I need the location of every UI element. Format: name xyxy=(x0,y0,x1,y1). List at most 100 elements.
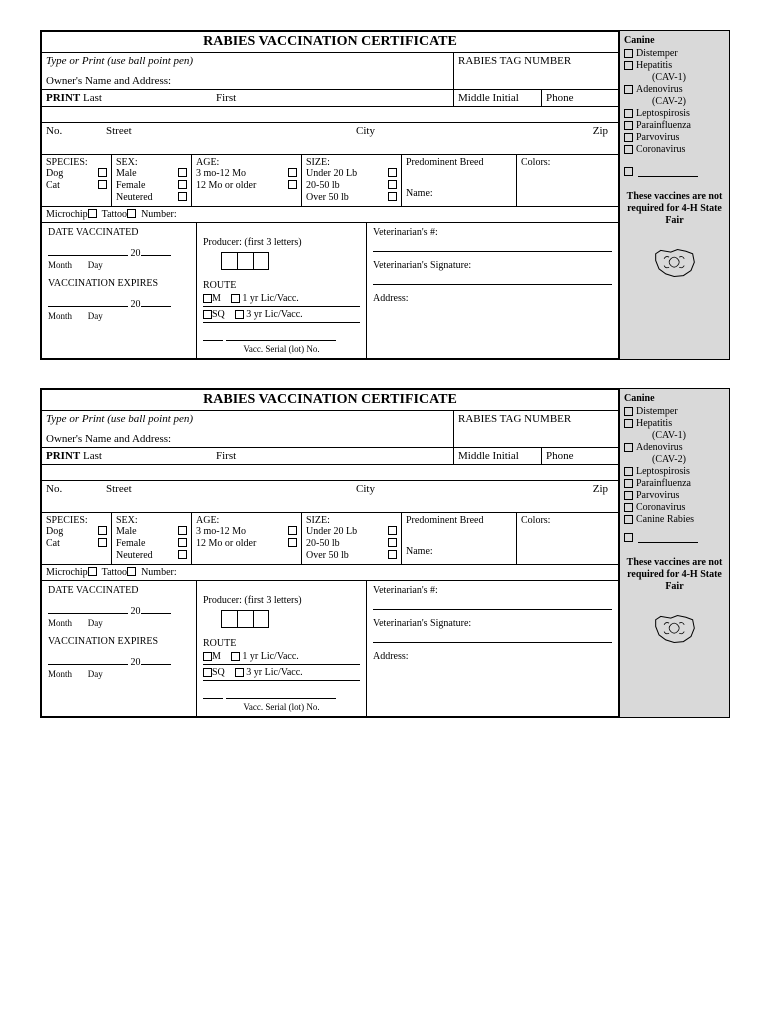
vacc-expires-label: VACCINATION EXPIRES xyxy=(48,278,190,289)
expires-input[interactable] xyxy=(48,306,128,307)
lepto-checkbox-2[interactable] xyxy=(624,467,633,476)
vet-num-input-2[interactable] xyxy=(373,596,612,610)
tattoo-label: Tattoo xyxy=(102,209,127,220)
age2-checkbox[interactable] xyxy=(288,180,297,189)
size1-checkbox-2[interactable] xyxy=(388,526,397,535)
expires-year-input-2[interactable] xyxy=(141,664,171,665)
dog-checkbox[interactable] xyxy=(98,168,107,177)
size2-checkbox[interactable] xyxy=(388,180,397,189)
serial-label: Vacc. Serial (lot) No. xyxy=(203,344,360,354)
vet-num-input[interactable] xyxy=(373,238,612,252)
cat-checkbox-2[interactable] xyxy=(98,538,107,547)
distemper-checkbox[interactable] xyxy=(624,49,633,58)
vet-sig-input-2[interactable] xyxy=(373,629,612,643)
cat-checkbox[interactable] xyxy=(98,180,107,189)
other-checkbox-2[interactable] xyxy=(624,533,633,542)
route-sq-checkbox[interactable] xyxy=(203,310,212,319)
hepatitis-checkbox[interactable] xyxy=(624,61,633,70)
name-input-row[interactable] xyxy=(42,107,618,123)
last-label: Last xyxy=(83,92,102,104)
parvo-checkbox[interactable] xyxy=(624,133,633,142)
main-form: RABIES VACCINATION CERTIFICATE Type or P… xyxy=(40,30,620,360)
age1-checkbox-2[interactable] xyxy=(288,526,297,535)
parvo-checkbox-2[interactable] xyxy=(624,491,633,500)
canine-rabies-checkbox[interactable] xyxy=(624,515,633,524)
adenovirus-checkbox-2[interactable] xyxy=(624,443,633,452)
species-label: SPECIES: xyxy=(46,157,107,168)
other-checkbox[interactable] xyxy=(624,167,633,176)
lic1-checkbox-2[interactable] xyxy=(231,652,240,661)
address-label: Address: xyxy=(373,293,612,304)
microchip-checkbox-2[interactable] xyxy=(88,567,97,576)
size2-checkbox-2[interactable] xyxy=(388,538,397,547)
row-address: No. Street City Zip xyxy=(42,123,618,155)
certificate-1: RABIES VACCINATION CERTIFICATE Type or P… xyxy=(40,30,730,360)
month-label: Month xyxy=(48,260,72,270)
neutered-checkbox-2[interactable] xyxy=(178,550,187,559)
producer-label: Producer: (first 3 letters) xyxy=(203,237,360,248)
male-checkbox-2[interactable] xyxy=(178,526,187,535)
other-input[interactable] xyxy=(638,176,698,177)
age1-checkbox[interactable] xyxy=(288,168,297,177)
date-vacc-input[interactable] xyxy=(48,255,128,256)
corona-checkbox[interactable] xyxy=(624,145,633,154)
instruction-text: Type or Print (use ball point pen) xyxy=(46,55,449,67)
parainfluenza-checkbox-2[interactable] xyxy=(624,479,633,488)
tattoo-checkbox-2[interactable] xyxy=(127,567,136,576)
expires-input-2[interactable] xyxy=(48,664,128,665)
size1-checkbox[interactable] xyxy=(388,168,397,177)
other-input-2[interactable] xyxy=(638,542,698,543)
colors-label: Colors: xyxy=(517,155,618,206)
main-form-2: RABIES VACCINATION CERTIFICATE Type or P… xyxy=(40,388,620,718)
dog-checkbox-2[interactable] xyxy=(98,526,107,535)
hepatitis-checkbox-2[interactable] xyxy=(624,419,633,428)
lic3-checkbox-2[interactable] xyxy=(235,668,244,677)
row-instruction-2: Type or Print (use ball point pen) Owner… xyxy=(42,411,618,448)
sex-female: Female xyxy=(116,180,145,191)
rabies-tag-label: RABIES TAG NUMBER xyxy=(453,53,618,89)
distemper-checkbox-2[interactable] xyxy=(624,407,633,416)
serial-prefix-2[interactable] xyxy=(203,698,223,699)
size-1: Under 20 Lb xyxy=(306,168,357,179)
age2-checkbox-2[interactable] xyxy=(288,538,297,547)
no-label: No. xyxy=(46,125,106,152)
date-vacc-label: DATE VACCINATED xyxy=(48,227,190,238)
corona-checkbox-2[interactable] xyxy=(624,503,633,512)
microchip-checkbox[interactable] xyxy=(88,209,97,218)
route-sq-checkbox-2[interactable] xyxy=(203,668,212,677)
serial-prefix[interactable] xyxy=(203,340,223,341)
year-input[interactable] xyxy=(141,255,171,256)
producer-boxes-2[interactable] xyxy=(221,610,360,628)
date-vacc-input-2[interactable] xyxy=(48,613,128,614)
neutered-checkbox[interactable] xyxy=(178,192,187,201)
route-m-checkbox-2[interactable] xyxy=(203,652,212,661)
size3-checkbox-2[interactable] xyxy=(388,550,397,559)
male-checkbox[interactable] xyxy=(178,168,187,177)
size3-checkbox[interactable] xyxy=(388,192,397,201)
route-m-checkbox[interactable] xyxy=(203,294,212,303)
lepto-checkbox[interactable] xyxy=(624,109,633,118)
day-label: Day xyxy=(88,260,103,270)
row-animal-2: SPECIES: Dog Cat SEX: Male Female Neuter… xyxy=(42,513,618,565)
microchip-label: Microchip xyxy=(46,209,88,220)
age-2: 12 Mo or older xyxy=(196,180,256,191)
sex-label: SEX: xyxy=(116,157,187,168)
female-checkbox-2[interactable] xyxy=(178,538,187,547)
serial-input[interactable] xyxy=(226,340,336,341)
serial-input-2[interactable] xyxy=(226,698,336,699)
parainfluenza-checkbox[interactable] xyxy=(624,121,633,130)
lic1-checkbox[interactable] xyxy=(231,294,240,303)
row-vaccination-2: DATE VACCINATED 20 Month Day VACCINATION… xyxy=(42,581,618,716)
producer-boxes[interactable] xyxy=(221,252,360,270)
expires-year-input[interactable] xyxy=(141,306,171,307)
vet-sig-input[interactable] xyxy=(373,271,612,285)
owner-label: Owner's Name and Address: xyxy=(46,75,449,87)
lic3-checkbox[interactable] xyxy=(235,310,244,319)
tattoo-checkbox[interactable] xyxy=(127,209,136,218)
route-label: ROUTE xyxy=(203,280,360,291)
female-checkbox[interactable] xyxy=(178,180,187,189)
year-input-2[interactable] xyxy=(141,613,171,614)
name-input-row-2[interactable] xyxy=(42,465,618,481)
vaccine-note: These vaccines are not required for 4-H … xyxy=(624,191,725,227)
adenovirus-checkbox[interactable] xyxy=(624,85,633,94)
